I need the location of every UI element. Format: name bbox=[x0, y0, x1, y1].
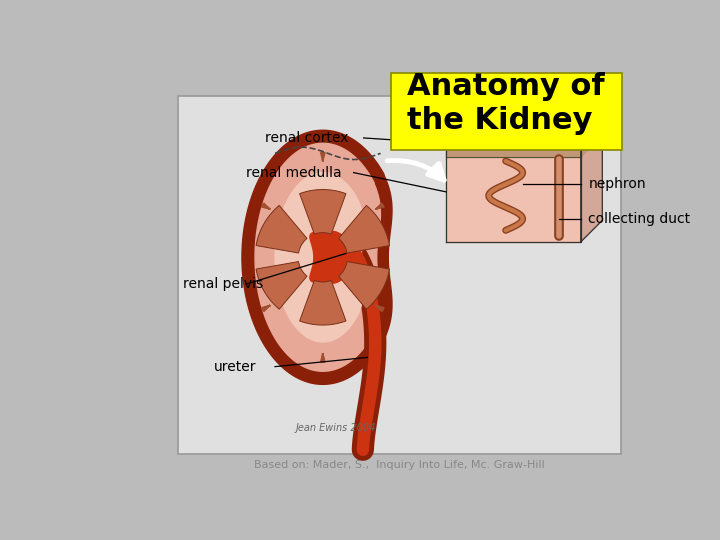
Polygon shape bbox=[300, 280, 346, 325]
Bar bbox=[178, 96, 621, 454]
Polygon shape bbox=[581, 109, 603, 242]
Text: Based on: Mader, S.,  Inquiry Into Life, Mc. Graw-Hill: Based on: Mader, S., Inquiry Into Life, … bbox=[254, 460, 545, 470]
Polygon shape bbox=[300, 190, 346, 234]
Polygon shape bbox=[338, 261, 390, 309]
Text: renal cortex: renal cortex bbox=[265, 131, 348, 145]
Text: renal pelvis: renal pelvis bbox=[183, 277, 263, 291]
Text: renal medulla: renal medulla bbox=[246, 166, 341, 180]
Text: nephron: nephron bbox=[588, 177, 646, 191]
Text: collecting duct: collecting duct bbox=[588, 212, 690, 226]
Text: Anatomy of
the Kidney: Anatomy of the Kidney bbox=[408, 72, 605, 134]
Polygon shape bbox=[581, 109, 603, 157]
Polygon shape bbox=[275, 173, 364, 342]
Polygon shape bbox=[256, 205, 307, 253]
Polygon shape bbox=[446, 109, 603, 130]
Text: ureter: ureter bbox=[213, 360, 256, 374]
Polygon shape bbox=[446, 130, 581, 157]
Polygon shape bbox=[446, 130, 581, 242]
Polygon shape bbox=[242, 130, 392, 384]
Polygon shape bbox=[446, 109, 603, 130]
Polygon shape bbox=[256, 261, 307, 309]
Polygon shape bbox=[255, 143, 380, 372]
Polygon shape bbox=[338, 205, 390, 253]
Bar bbox=[390, 72, 621, 150]
Polygon shape bbox=[310, 232, 357, 283]
Text: Jean Ewins 2004: Jean Ewins 2004 bbox=[296, 423, 377, 433]
